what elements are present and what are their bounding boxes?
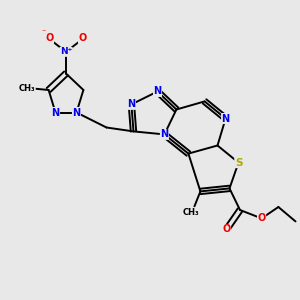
Text: N: N [127, 99, 136, 110]
Text: CH₃: CH₃ [19, 84, 35, 93]
Text: N: N [51, 107, 60, 118]
Text: N: N [160, 129, 169, 140]
Text: ⁻: ⁻ [42, 27, 46, 36]
Text: O: O [222, 224, 231, 235]
Text: S: S [235, 158, 242, 168]
Text: CH₃: CH₃ [183, 208, 200, 217]
Text: O: O [45, 33, 54, 43]
Text: O: O [257, 213, 266, 224]
Text: N: N [153, 86, 162, 97]
Text: N: N [72, 107, 81, 118]
Text: N⁺: N⁺ [60, 47, 72, 56]
Text: N: N [221, 113, 230, 124]
Text: O: O [78, 33, 87, 43]
